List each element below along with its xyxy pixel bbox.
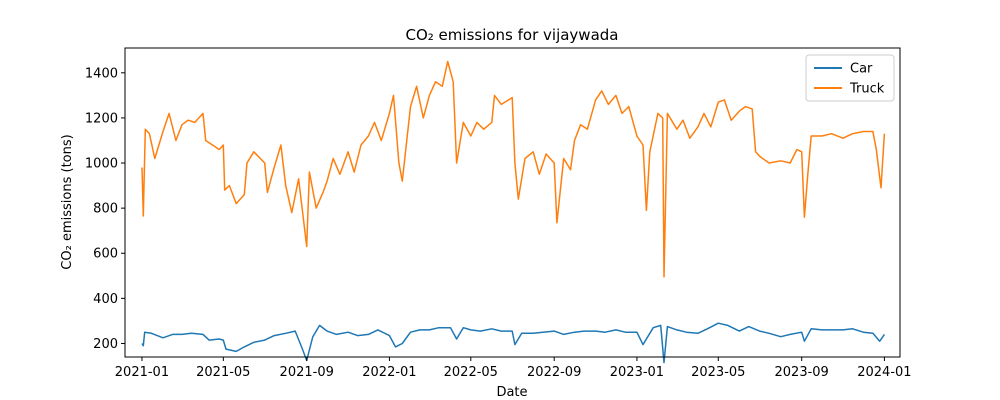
y-tick-label: 1400 bbox=[85, 66, 118, 81]
y-axis: 200 400 600 800 1000 1200 1400 bbox=[85, 66, 125, 352]
plot-area-frame bbox=[124, 47, 901, 358]
x-tick-label: 2021-09 bbox=[280, 365, 334, 380]
legend-label-truck: Truck bbox=[849, 82, 885, 97]
x-tick-label: 2023-09 bbox=[775, 365, 829, 380]
y-tick-label: 800 bbox=[93, 202, 118, 217]
legend-frame bbox=[805, 54, 895, 102]
y-axis-title: CO₂ emissions (tons) bbox=[60, 134, 75, 269]
x-tick-label: 2022-01 bbox=[362, 365, 416, 380]
x-tick-label: 2024-01 bbox=[857, 365, 911, 380]
x-tick-label: 2021-05 bbox=[196, 365, 250, 380]
x-axis-title: Date bbox=[496, 385, 527, 400]
y-tick-label: 600 bbox=[93, 247, 118, 262]
x-axis: 2021-01 2021-05 2021-09 2022-01 2022-05 2022-… bbox=[115, 357, 912, 380]
series-line-car bbox=[141, 322, 886, 364]
y-tick-label: 200 bbox=[93, 337, 118, 352]
x-tick-label: 2023-05 bbox=[691, 365, 745, 380]
x-tick-label: 2023-01 bbox=[610, 365, 664, 380]
y-tick-label: 400 bbox=[93, 292, 118, 307]
series-layer bbox=[141, 60, 886, 364]
x-tick-label: 2021-01 bbox=[115, 365, 169, 380]
legend: Car Truck bbox=[805, 54, 895, 102]
y-tick-label: 1000 bbox=[85, 157, 118, 172]
legend-label-car: Car bbox=[850, 62, 873, 77]
chart-title: CO₂ emissions for vijaywada bbox=[406, 26, 619, 44]
y-tick-label: 1200 bbox=[85, 111, 118, 126]
x-tick-label: 2022-05 bbox=[444, 365, 498, 380]
x-tick-label: 2022-09 bbox=[527, 365, 581, 380]
series-line-truck bbox=[141, 60, 886, 278]
